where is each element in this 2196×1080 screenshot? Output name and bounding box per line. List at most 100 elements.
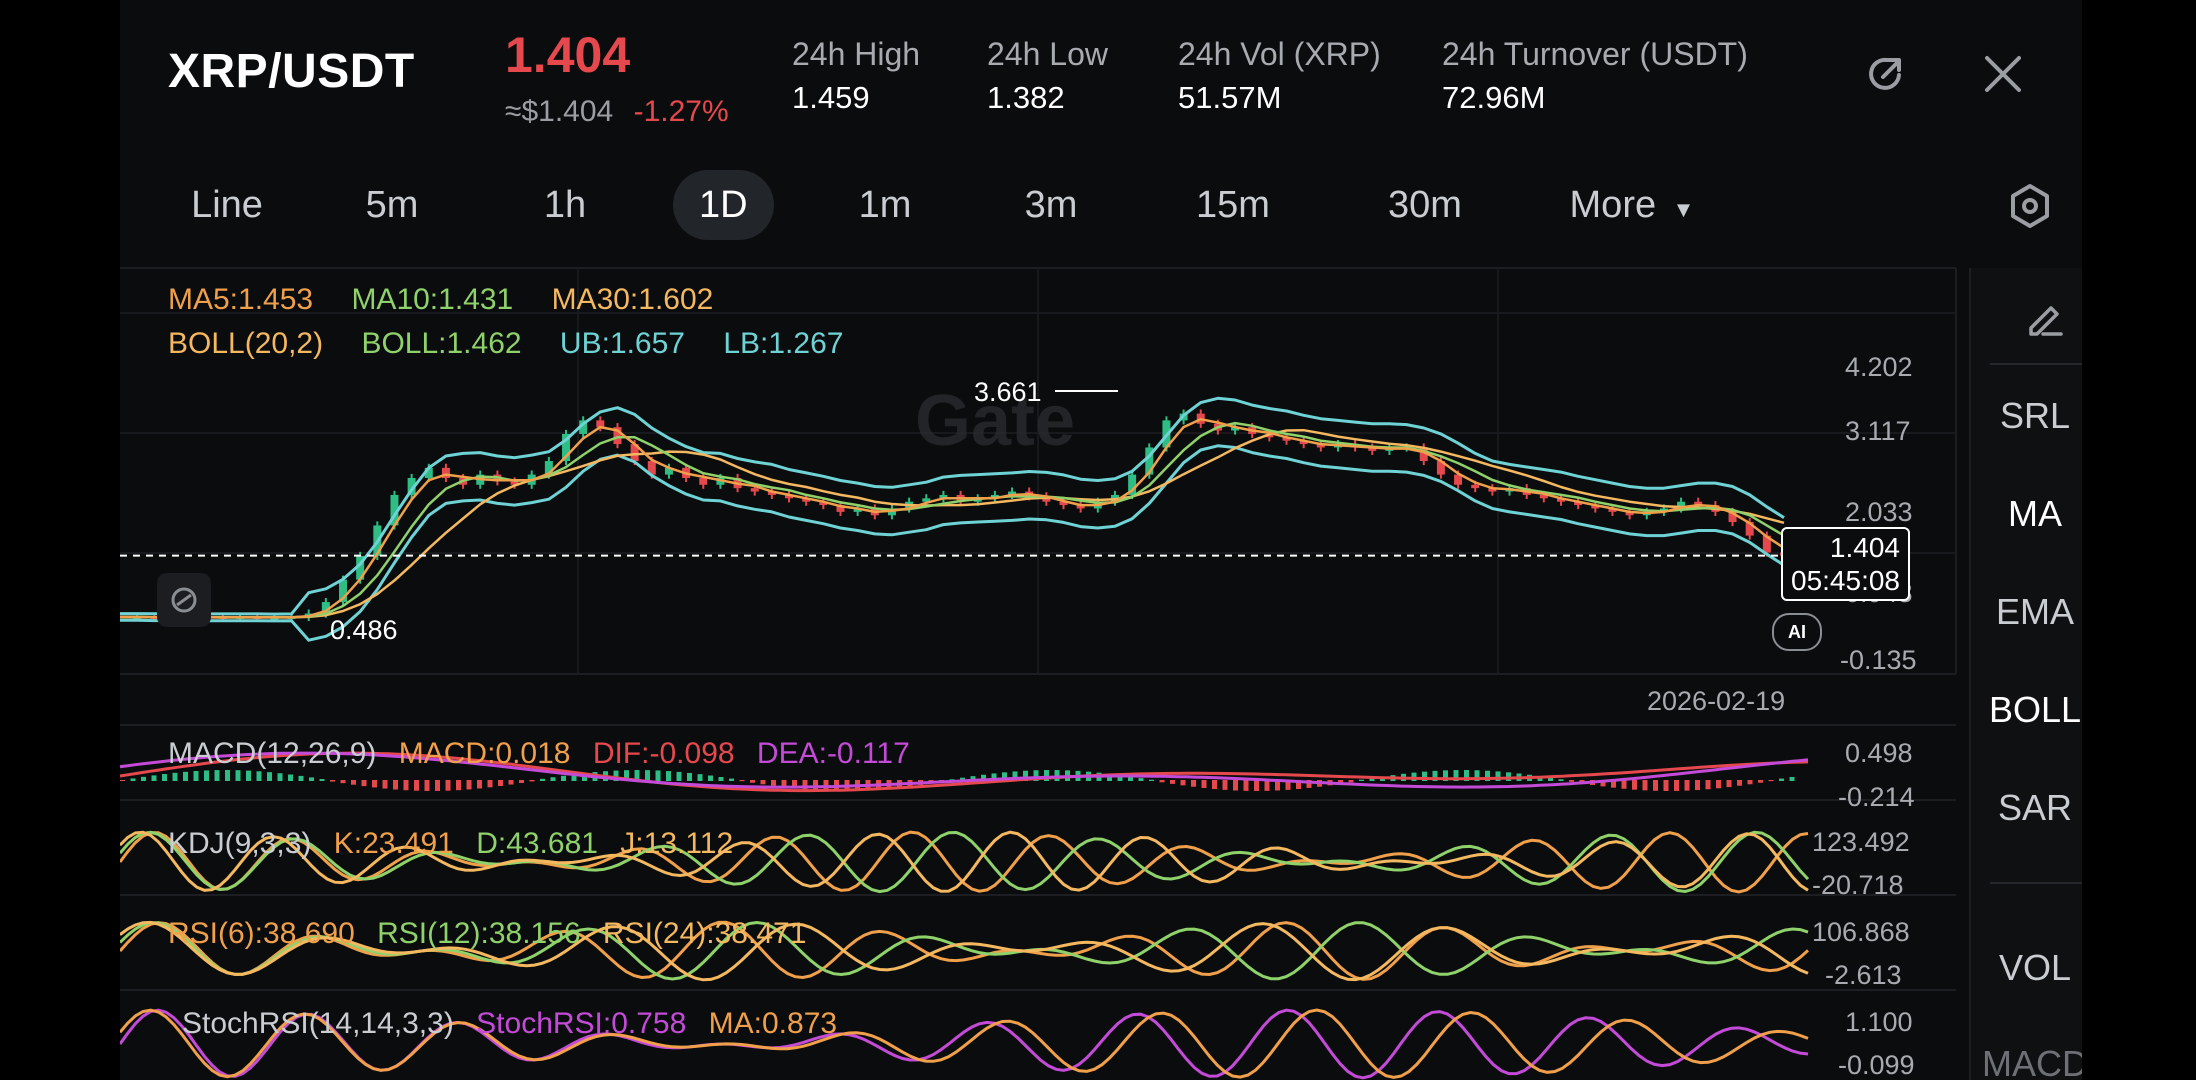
stat-low-value: 1.382: [987, 80, 1065, 115]
stat-high-value: 1.459: [792, 80, 870, 115]
tab-1h[interactable]: 1h: [543, 184, 587, 226]
candle-body: [699, 477, 708, 485]
candle-body: [1574, 501, 1583, 506]
macd-histogram-bar: [666, 771, 671, 781]
tab-1m[interactable]: 1m: [858, 184, 912, 226]
macd-chart[interactable]: [120, 751, 1809, 793]
macd-histogram-bar: [435, 780, 440, 791]
macd-histogram-bar: [624, 770, 629, 781]
macd-histogram-bar: [1348, 780, 1354, 783]
kdj-k-line: [120, 830, 1809, 894]
macd-histogram-bar: [267, 772, 272, 781]
tab-30m[interactable]: 30m: [1388, 184, 1462, 226]
y-tick: 4.202: [1845, 352, 1913, 382]
macd-histogram-bar: [781, 780, 787, 788]
macd-histogram-bar: [382, 780, 388, 789]
toolbar-srl[interactable]: SRL: [1999, 395, 2071, 436]
tab-3m[interactable]: 3m: [1024, 184, 1078, 226]
macd-histogram-bar: [120, 780, 125, 781]
macd-y-tick: 0.498: [1845, 738, 1913, 768]
macd-histogram-bar: [1632, 780, 1637, 790]
candle-body: [647, 461, 656, 475]
boll-mid-label: BOLL:1.462: [361, 327, 522, 360]
macd-histogram-bar: [1474, 770, 1480, 781]
ma5-label: MA5:1.453: [168, 283, 314, 316]
macd-histogram-bar: [1296, 780, 1301, 790]
macd-histogram-bar: [1359, 779, 1364, 781]
macd-histogram-bar: [151, 775, 157, 781]
macd-histogram-bar: [697, 774, 703, 781]
toolbar-sar[interactable]: SAR: [1997, 787, 2073, 828]
rsi-chart[interactable]: [120, 920, 1809, 982]
macd-histogram-bar: [1149, 779, 1154, 781]
rsi12: RSI(12):38.156: [377, 917, 581, 950]
candle-body: [630, 444, 639, 462]
candle-body: [613, 427, 622, 445]
ma30-line: [120, 428, 1785, 619]
stat-low-label: 24h Low: [987, 36, 1108, 72]
macd-histogram-bar: [1642, 780, 1648, 791]
candle-body: [1008, 491, 1017, 495]
tab-line[interactable]: Line: [191, 184, 263, 226]
macd-dif: DIF:-0.098: [592, 737, 735, 770]
macd-histogram-bar: [1558, 779, 1564, 781]
macd-histogram-bar: [613, 770, 619, 781]
candle-body: [853, 508, 862, 512]
current-price-tag[interactable]: 1.404 05:45:08: [1781, 527, 1910, 601]
kdj-j-line: [120, 830, 1809, 893]
kdj-chart[interactable]: [120, 830, 1810, 894]
macd-histogram-bar: [1212, 780, 1217, 790]
macd-histogram-bar: [1747, 780, 1753, 785]
tab-1d[interactable]: 1D: [673, 170, 774, 240]
y-tick: 3.117: [1845, 416, 1911, 446]
macd-histogram-bar: [1138, 778, 1144, 781]
macd-histogram-bar: [340, 780, 346, 784]
macd-histogram-bar: [718, 776, 724, 781]
main-price-chart[interactable]: [120, 390, 1788, 642]
ai-badge[interactable]: AI: [1772, 613, 1822, 651]
y-tick: 2.033: [1845, 497, 1913, 527]
toolbar-boll[interactable]: BOLL: [1988, 689, 2082, 730]
tab-more[interactable]: More ▼: [1562, 170, 1702, 240]
candle-body: [819, 501, 828, 506]
macd-histogram-bar: [550, 777, 556, 781]
toolbar-vol[interactable]: VOL: [1998, 947, 2072, 988]
macd-histogram-bar: [141, 776, 146, 781]
candle-body: [785, 494, 794, 499]
tab-15m[interactable]: 15m: [1196, 184, 1270, 226]
candle-body: [1745, 522, 1754, 536]
macd-histogram-bar: [1033, 770, 1039, 781]
candle-body: [424, 467, 433, 478]
boll-upper-line: [120, 396, 1785, 616]
share-icon[interactable]: [1854, 42, 1918, 106]
kdj-d-line: [120, 830, 1810, 894]
stochrsi-value: StochRSI:0.758: [476, 1007, 687, 1040]
candle-body: [1436, 461, 1445, 475]
tab-more-label: More: [1569, 184, 1657, 226]
tab-5m[interactable]: 5m: [365, 184, 419, 226]
macd-histogram-bar: [960, 777, 965, 781]
macd-dea: DEA:-0.117: [756, 737, 910, 770]
close-icon[interactable]: [1971, 42, 2035, 106]
high-marker: 3.661: [974, 377, 1042, 407]
chart-canvas[interactable]: [120, 0, 2082, 1080]
kdj-params: KDJ(9,3,3): [168, 827, 312, 860]
ma30-label: MA30:1.602: [551, 283, 714, 316]
toolbar-ma[interactable]: MA: [2008, 493, 2062, 534]
toolbar-macd[interactable]: MACD: [1982, 1043, 2082, 1080]
stochrsi-chart[interactable]: [120, 1008, 1809, 1080]
macd-histogram-bar: [1716, 780, 1721, 789]
macd-histogram-bar: [1222, 780, 1228, 790]
candle-body: [544, 461, 553, 475]
hexagon-settings-icon[interactable]: [1998, 174, 2062, 238]
macd-histogram-bar: [1653, 780, 1658, 791]
candle-body: [1694, 501, 1703, 506]
drawing-tool-icon[interactable]: [157, 573, 211, 627]
macd-histogram-bar: [445, 780, 451, 791]
stochrsi-y-tick: -0.099: [1838, 1050, 1915, 1080]
pencil-icon[interactable]: [2013, 286, 2077, 350]
macd-histogram-bar: [1705, 780, 1711, 790]
macd-histogram-bar: [1663, 780, 1669, 791]
y-tick: -0.135: [1840, 645, 1917, 675]
toolbar-ema[interactable]: EMA: [1995, 591, 2074, 632]
